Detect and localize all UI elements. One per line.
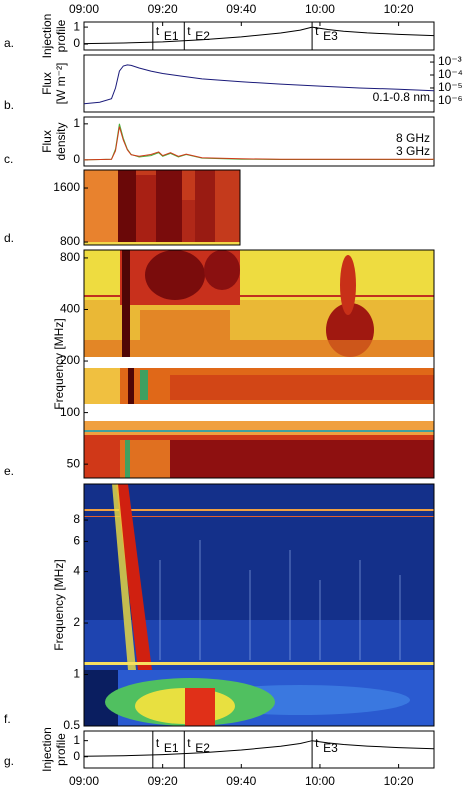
y-axis-label: profile xyxy=(54,19,68,52)
y-tick-label: 10⁻³ xyxy=(438,54,462,68)
legend-label: 3 GHz xyxy=(396,144,430,158)
x-tick-label: 09:00 xyxy=(69,2,99,16)
y-tick-label: 1 xyxy=(73,19,80,33)
y-tick-label: 100 xyxy=(60,405,80,419)
y-tick-label: 0 xyxy=(73,749,80,763)
spectrogram-f xyxy=(84,484,434,726)
y-axis-label: Flux xyxy=(40,130,54,153)
x-tick-label: 10:20 xyxy=(384,2,414,16)
panel-letter: d. xyxy=(4,231,14,245)
y-axis-label: [W m⁻²] xyxy=(54,63,68,105)
y-tick-label: 800 xyxy=(60,250,80,264)
y-tick-label: 1 xyxy=(73,667,80,681)
data-line xyxy=(83,64,435,105)
event-label-sub: E2 xyxy=(195,741,210,755)
x-tick-label: 09:20 xyxy=(148,2,178,16)
event-label: t xyxy=(156,24,160,38)
event-label-sub: E1 xyxy=(164,741,179,755)
y-axis-label: Flux xyxy=(40,72,54,95)
data-line xyxy=(83,26,435,45)
event-label: t xyxy=(187,736,191,750)
y-tick-label: 800 xyxy=(60,234,80,248)
event-label-sub: E3 xyxy=(323,29,338,43)
event-label-sub: E1 xyxy=(164,29,179,43)
plot-frame xyxy=(83,21,435,51)
event-label-sub: E2 xyxy=(195,29,210,43)
x-tick-label: 10:20 xyxy=(384,774,414,788)
y-axis-label: Frequency [MHz] xyxy=(52,559,66,650)
y-axis-label: Injection xyxy=(40,727,54,772)
spectrogram-d xyxy=(84,170,240,245)
y-tick-label: 400 xyxy=(60,302,80,316)
x-tick-label: 10:00 xyxy=(305,2,335,16)
x-tick-label: 09:40 xyxy=(226,2,256,16)
data-line xyxy=(83,126,434,161)
y-tick-label: 0 xyxy=(73,36,80,50)
panel-letter: b. xyxy=(4,98,14,112)
event-label-sub: E3 xyxy=(323,741,338,755)
panel-letter: c. xyxy=(4,152,13,166)
y-tick-label: 10⁻⁶ xyxy=(438,93,463,107)
y-tick-label: 2 xyxy=(73,615,80,629)
plot-frame xyxy=(83,249,435,479)
data-line xyxy=(83,740,435,757)
y-tick-label: 10⁻⁵ xyxy=(438,80,463,94)
panel-letter: e. xyxy=(4,464,14,478)
y-tick-label: 1 xyxy=(73,116,80,130)
x-tick-label: 09:00 xyxy=(69,774,99,788)
plot-frame xyxy=(83,116,435,167)
y-tick-label: 0 xyxy=(73,152,80,166)
y-tick-label: 6 xyxy=(73,534,80,548)
x-tick-label: 09:20 xyxy=(148,774,178,788)
y-tick-label: 50 xyxy=(67,456,81,470)
y-axis-label: Frequency [MHz] xyxy=(52,318,66,409)
y-tick-label: 1 xyxy=(73,733,80,747)
y-tick-label: 0.5 xyxy=(63,718,80,732)
y-tick-label: 10⁻⁴ xyxy=(438,67,463,81)
spectrogram-e xyxy=(84,250,434,478)
plot-frame xyxy=(83,483,435,727)
y-tick-label: 8 xyxy=(73,512,80,526)
event-label: t xyxy=(315,736,319,750)
y-axis-label: profile xyxy=(54,733,68,766)
data-line xyxy=(83,123,434,161)
y-tick-label: 1600 xyxy=(53,180,80,194)
plot-frame xyxy=(83,169,241,246)
legend-label: 0.1-0.8 nm xyxy=(373,90,430,104)
event-label: t xyxy=(187,24,191,38)
y-tick-label: 4 xyxy=(73,564,80,578)
event-label: t xyxy=(315,24,319,38)
legend-label: 8 GHz xyxy=(396,131,430,145)
panel-letter: a. xyxy=(4,36,14,50)
y-tick-label: 200 xyxy=(60,353,80,367)
plot-frame xyxy=(83,54,435,113)
plot-frame xyxy=(83,730,435,769)
y-axis-label: Injection xyxy=(40,14,54,59)
x-tick-label: 10:00 xyxy=(305,774,335,788)
y-axis-label: density xyxy=(54,122,68,160)
panel-letter: f. xyxy=(4,712,11,726)
event-label: t xyxy=(156,736,160,750)
panel-letter: g. xyxy=(4,754,14,768)
x-tick-label: 09:40 xyxy=(226,774,256,788)
